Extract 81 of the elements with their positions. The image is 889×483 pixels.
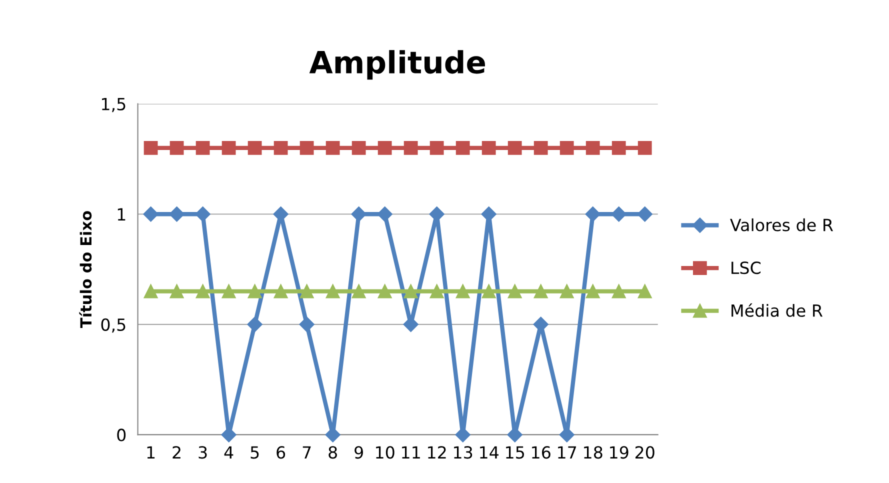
point <box>300 141 314 155</box>
point <box>637 206 652 222</box>
y-tick-label: 1 <box>118 208 126 220</box>
point <box>195 206 210 222</box>
y-tick-label: 1,5 <box>102 98 126 112</box>
point <box>612 141 626 155</box>
point <box>222 284 236 298</box>
legend-label: Média de R <box>732 303 823 317</box>
point <box>534 141 548 155</box>
x-tick-label: 20 <box>635 446 654 459</box>
point <box>611 206 626 222</box>
point <box>586 141 600 155</box>
point <box>534 284 548 298</box>
point <box>274 284 288 298</box>
x-tick-label: 1 <box>147 446 155 458</box>
x-tick-label: 8 <box>328 446 337 459</box>
point <box>170 284 184 298</box>
point <box>222 141 236 155</box>
x-tick-label: 11 <box>402 446 420 458</box>
point <box>144 284 158 298</box>
x-tick-label: 18 <box>584 446 602 459</box>
point <box>143 206 158 222</box>
x-tick-label: 4 <box>224 446 234 458</box>
x-tick-label: 9 <box>354 446 363 459</box>
point <box>274 141 288 155</box>
x-tick-label: 12 <box>428 446 446 458</box>
point <box>248 284 262 298</box>
point <box>248 141 262 155</box>
x-tick-label: 16 <box>532 446 550 459</box>
point <box>430 141 444 155</box>
point <box>326 284 340 298</box>
point <box>585 206 600 222</box>
point <box>351 206 366 222</box>
x-tick-label: 2 <box>172 446 180 458</box>
x-tick-label: 14 <box>480 446 499 458</box>
x-tick-label: 6 <box>276 446 286 459</box>
x-tick-label: 10 <box>376 446 394 459</box>
point <box>638 284 652 298</box>
y-axis-title: Título do Eixo <box>79 211 92 328</box>
point <box>352 141 366 155</box>
y-tick-label: 0,5 <box>101 318 126 333</box>
point <box>196 284 210 298</box>
x-tick-label: 15 <box>506 446 524 459</box>
x-tick-label: 3 <box>198 446 207 459</box>
point <box>404 284 418 298</box>
chart-title: Amplitude <box>309 50 485 80</box>
point <box>638 141 652 155</box>
point <box>560 141 574 155</box>
y-tick-label: 0 <box>117 428 126 442</box>
point <box>377 206 392 222</box>
legend-label: Valores de R <box>730 218 834 232</box>
point <box>326 141 340 155</box>
point <box>456 284 470 298</box>
point <box>430 284 444 298</box>
point <box>352 284 366 298</box>
point <box>196 141 210 155</box>
point <box>169 206 184 222</box>
point <box>404 141 418 155</box>
point <box>247 316 262 332</box>
point <box>560 284 574 298</box>
point <box>378 141 392 155</box>
point <box>455 427 470 442</box>
x-tick-label: 17 <box>558 446 576 458</box>
point <box>507 427 522 442</box>
point <box>378 284 392 298</box>
point <box>299 316 314 332</box>
point <box>482 284 496 298</box>
x-tick-label: 19 <box>610 446 628 459</box>
point <box>456 141 470 155</box>
point <box>300 284 314 298</box>
legend-label: LSC <box>732 262 761 274</box>
point <box>508 284 522 298</box>
point <box>170 141 184 155</box>
x-tick-label: 13 <box>454 446 472 459</box>
point <box>482 141 496 155</box>
point <box>586 284 600 298</box>
point <box>508 141 522 155</box>
point <box>144 141 158 155</box>
x-tick-label: 7 <box>302 446 311 458</box>
x-tick-label: 5 <box>250 446 259 459</box>
point <box>612 284 626 298</box>
